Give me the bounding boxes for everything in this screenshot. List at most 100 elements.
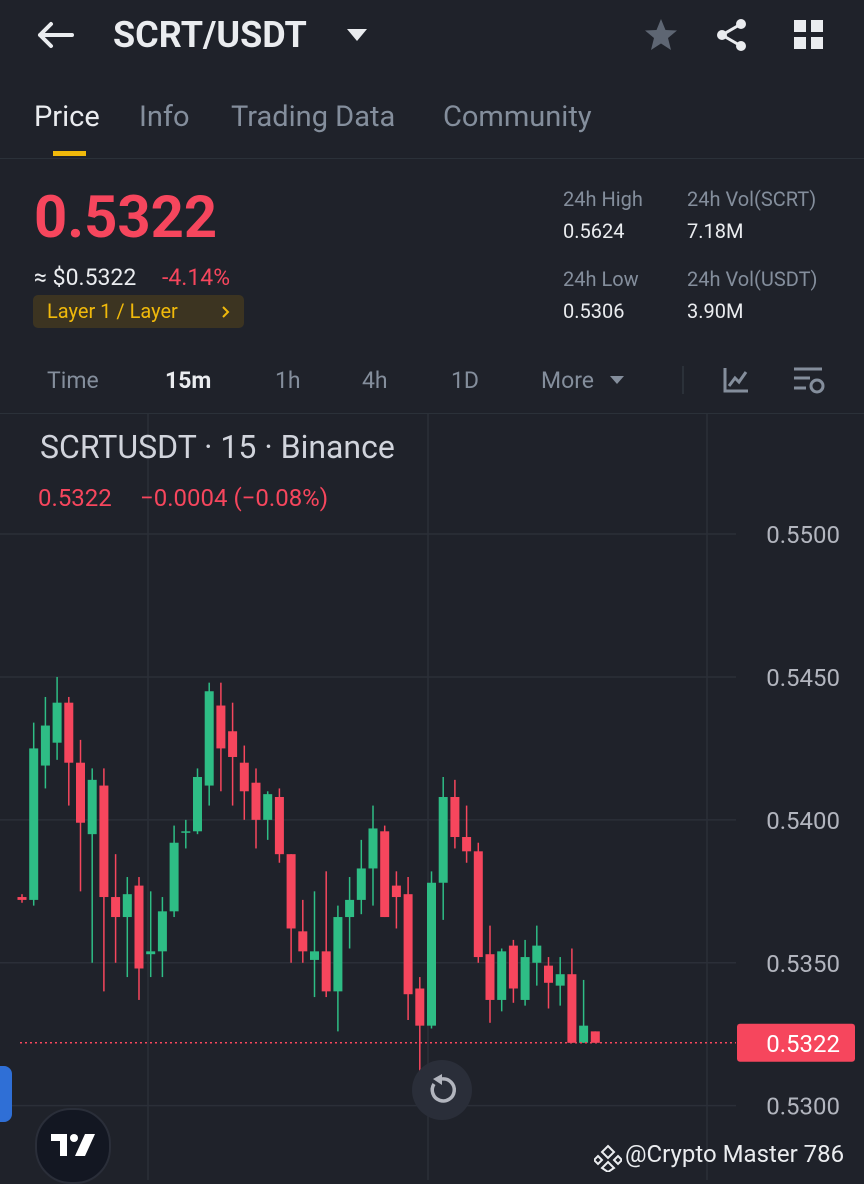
watermark-logo <box>594 1144 622 1172</box>
more-arrow <box>610 376 624 384</box>
candle-body <box>204 691 214 786</box>
y-tick-label: 0.5450 <box>766 664 840 692</box>
pair-title[interactable]: SCRT/USDT <box>113 14 307 56</box>
candle-body <box>438 797 448 883</box>
stat-label: 24h High <box>563 187 643 211</box>
candle-body <box>29 748 39 900</box>
grid <box>0 533 736 1107</box>
candle-body <box>274 797 284 855</box>
price-change: -4.14% <box>162 264 231 291</box>
tab-community[interactable]: Community <box>443 100 592 134</box>
candle-body <box>239 762 249 792</box>
tab-trading-data[interactable]: Trading Data <box>231 100 396 134</box>
candle-body <box>555 974 565 986</box>
timeframe[interactable]: 1h <box>275 367 301 394</box>
candle-body <box>251 782 261 820</box>
indicator-icon[interactable] <box>722 366 750 394</box>
candle-body <box>579 1025 589 1043</box>
stat-value: 7.18M <box>687 219 744 243</box>
tab-info[interactable]: Info <box>139 100 190 134</box>
timeframe[interactable]: 15m <box>165 367 212 394</box>
candle-body <box>146 951 156 955</box>
stat-value: 0.5306 <box>563 299 625 323</box>
candle-body <box>391 885 401 898</box>
candle-body <box>76 762 85 823</box>
candle-body <box>64 702 74 763</box>
dropdown-icon[interactable] <box>346 28 368 42</box>
tag-label: Layer 1 / Layer <box>47 299 178 323</box>
y-tick-label: 0.5400 <box>766 807 840 835</box>
y-tick-label: 0.5500 <box>766 521 840 549</box>
candle-body <box>520 957 530 1000</box>
side-handle[interactable] <box>0 1066 12 1122</box>
divider <box>0 158 864 159</box>
candle-body <box>508 945 518 989</box>
candle-body <box>286 854 296 929</box>
candle-body <box>485 954 495 1000</box>
timeframe[interactable]: More <box>541 367 594 394</box>
back-icon[interactable] <box>36 20 76 50</box>
settings-icon[interactable] <box>792 366 826 396</box>
candle-body <box>310 951 319 960</box>
last-price-box <box>737 1023 855 1062</box>
candle-body <box>298 931 308 952</box>
candle-body <box>462 837 472 852</box>
candle-body <box>263 794 273 820</box>
last-price-label: 0.5322 <box>766 1030 840 1058</box>
candle-body <box>122 894 132 918</box>
last-price: 0.5322 <box>34 184 218 252</box>
candle-body <box>567 974 577 1043</box>
candle-body <box>157 911 167 952</box>
candle-body <box>380 831 390 918</box>
candle-body <box>532 945 542 963</box>
candle-body <box>333 917 343 992</box>
candle-body <box>590 1031 600 1043</box>
reset-button[interactable] <box>412 1060 472 1120</box>
favorite-icon[interactable] <box>643 17 679 53</box>
fiat-price: ≈ $0.5322 <box>34 264 137 291</box>
candle-body <box>40 725 50 766</box>
y-tick-label: 0.5350 <box>766 950 840 978</box>
tv-logo-mark <box>51 1134 95 1156</box>
stat-value: 0.5624 <box>563 219 625 243</box>
candle-body <box>111 897 121 918</box>
timeframe[interactable]: Time <box>47 367 99 394</box>
candle-body <box>52 702 62 743</box>
candle-body <box>181 831 191 833</box>
candle-body <box>193 776 202 832</box>
legend-last: 0.5322 <box>38 484 112 512</box>
timeframe[interactable]: 1D <box>451 367 480 394</box>
candle-body <box>415 988 425 1026</box>
candle-body <box>99 785 109 898</box>
candle-body <box>216 705 226 749</box>
candle-body <box>87 779 97 835</box>
grid-icon[interactable] <box>793 19 825 51</box>
tag-arrow <box>222 306 230 318</box>
timeframe[interactable]: 4h <box>362 367 388 394</box>
legend-change: −0.0004 (−0.08%) <box>140 484 329 512</box>
reset-icon <box>430 1074 457 1103</box>
candle-body <box>345 899 355 918</box>
separator <box>682 366 684 394</box>
share-icon[interactable] <box>714 17 750 53</box>
candle-body <box>228 731 238 757</box>
candle-body <box>450 797 460 838</box>
tab-price[interactable]: Price <box>34 100 100 134</box>
candle-body <box>134 885 144 969</box>
candle-body <box>169 842 179 912</box>
tag-box[interactable]: Layer 1 / Layer <box>33 295 244 328</box>
chart-legend-title: SCRTUSDT · 15 · Binance <box>40 428 395 466</box>
candle-body <box>473 851 483 958</box>
candle-body <box>403 894 413 995</box>
candle-body <box>368 828 378 869</box>
y-tick-label: 0.5300 <box>766 1093 840 1121</box>
stat-label: 24h Vol(USDT) <box>687 267 818 291</box>
candle-body <box>427 882 436 1026</box>
candle-body <box>356 868 366 900</box>
candle-body <box>544 965 553 983</box>
watermark: @Crypto Master 786 <box>625 1140 845 1168</box>
tv-logo[interactable] <box>35 1108 111 1184</box>
stat-label: 24h Vol(SCRT) <box>687 187 817 211</box>
